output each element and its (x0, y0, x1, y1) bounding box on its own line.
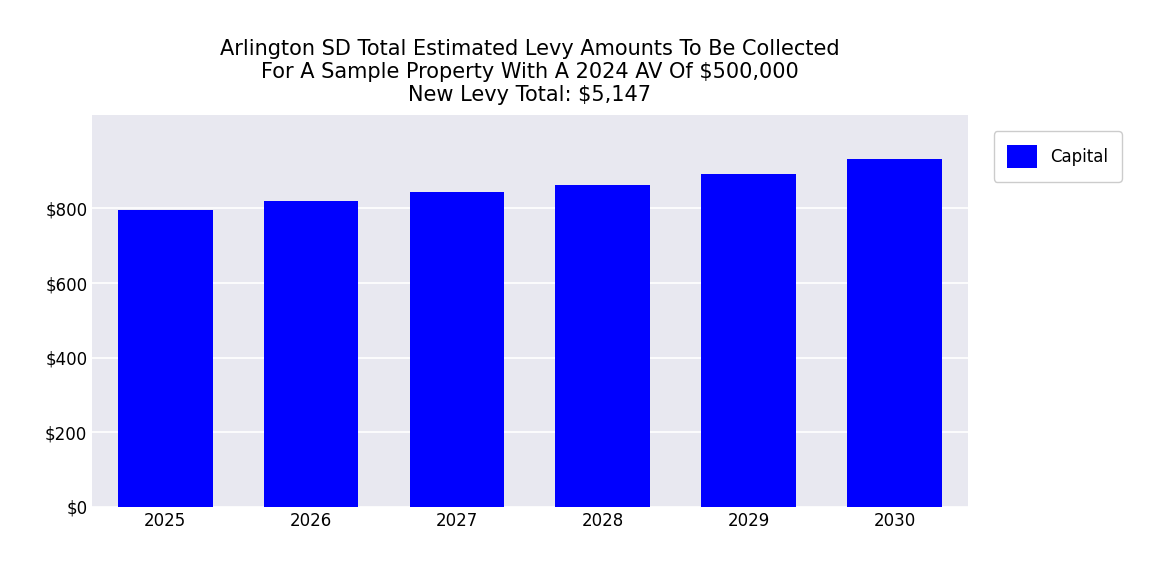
Bar (847, 159, 942, 507)
Legend: Capital: Capital (993, 131, 1122, 181)
Bar (118, 210, 212, 507)
Bar (264, 201, 358, 507)
Bar (555, 185, 650, 507)
Bar (410, 192, 505, 507)
Bar (702, 174, 796, 507)
Title: Arlington SD Total Estimated Levy Amounts To Be Collected
For A Sample Property : Arlington SD Total Estimated Levy Amount… (220, 39, 840, 105)
